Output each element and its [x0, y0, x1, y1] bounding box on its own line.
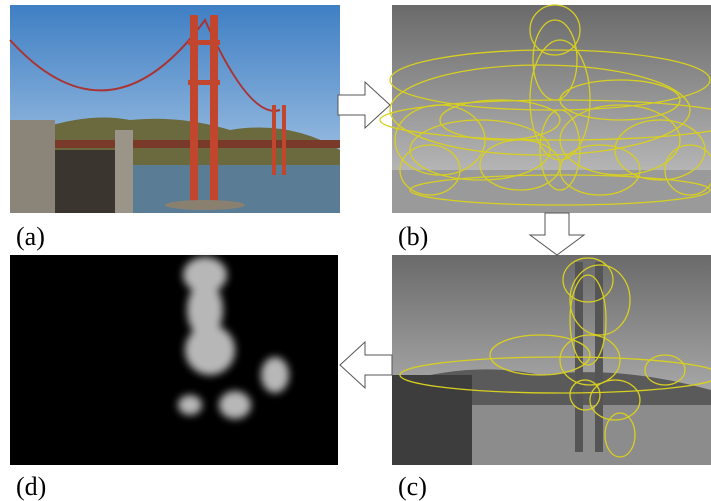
panel-label: (c) — [398, 472, 427, 501]
photo-color — [10, 5, 340, 213]
panel-label: (b) — [398, 222, 428, 251]
panel-label: (d) — [16, 472, 46, 501]
saliency-map — [10, 255, 338, 465]
panel-label: (a) — [16, 222, 45, 251]
photo-dense-ellipses — [380, 5, 711, 213]
photo-sparse-ellipses — [392, 255, 711, 465]
figure: (a) (b) (c) (d) — [0, 0, 711, 501]
